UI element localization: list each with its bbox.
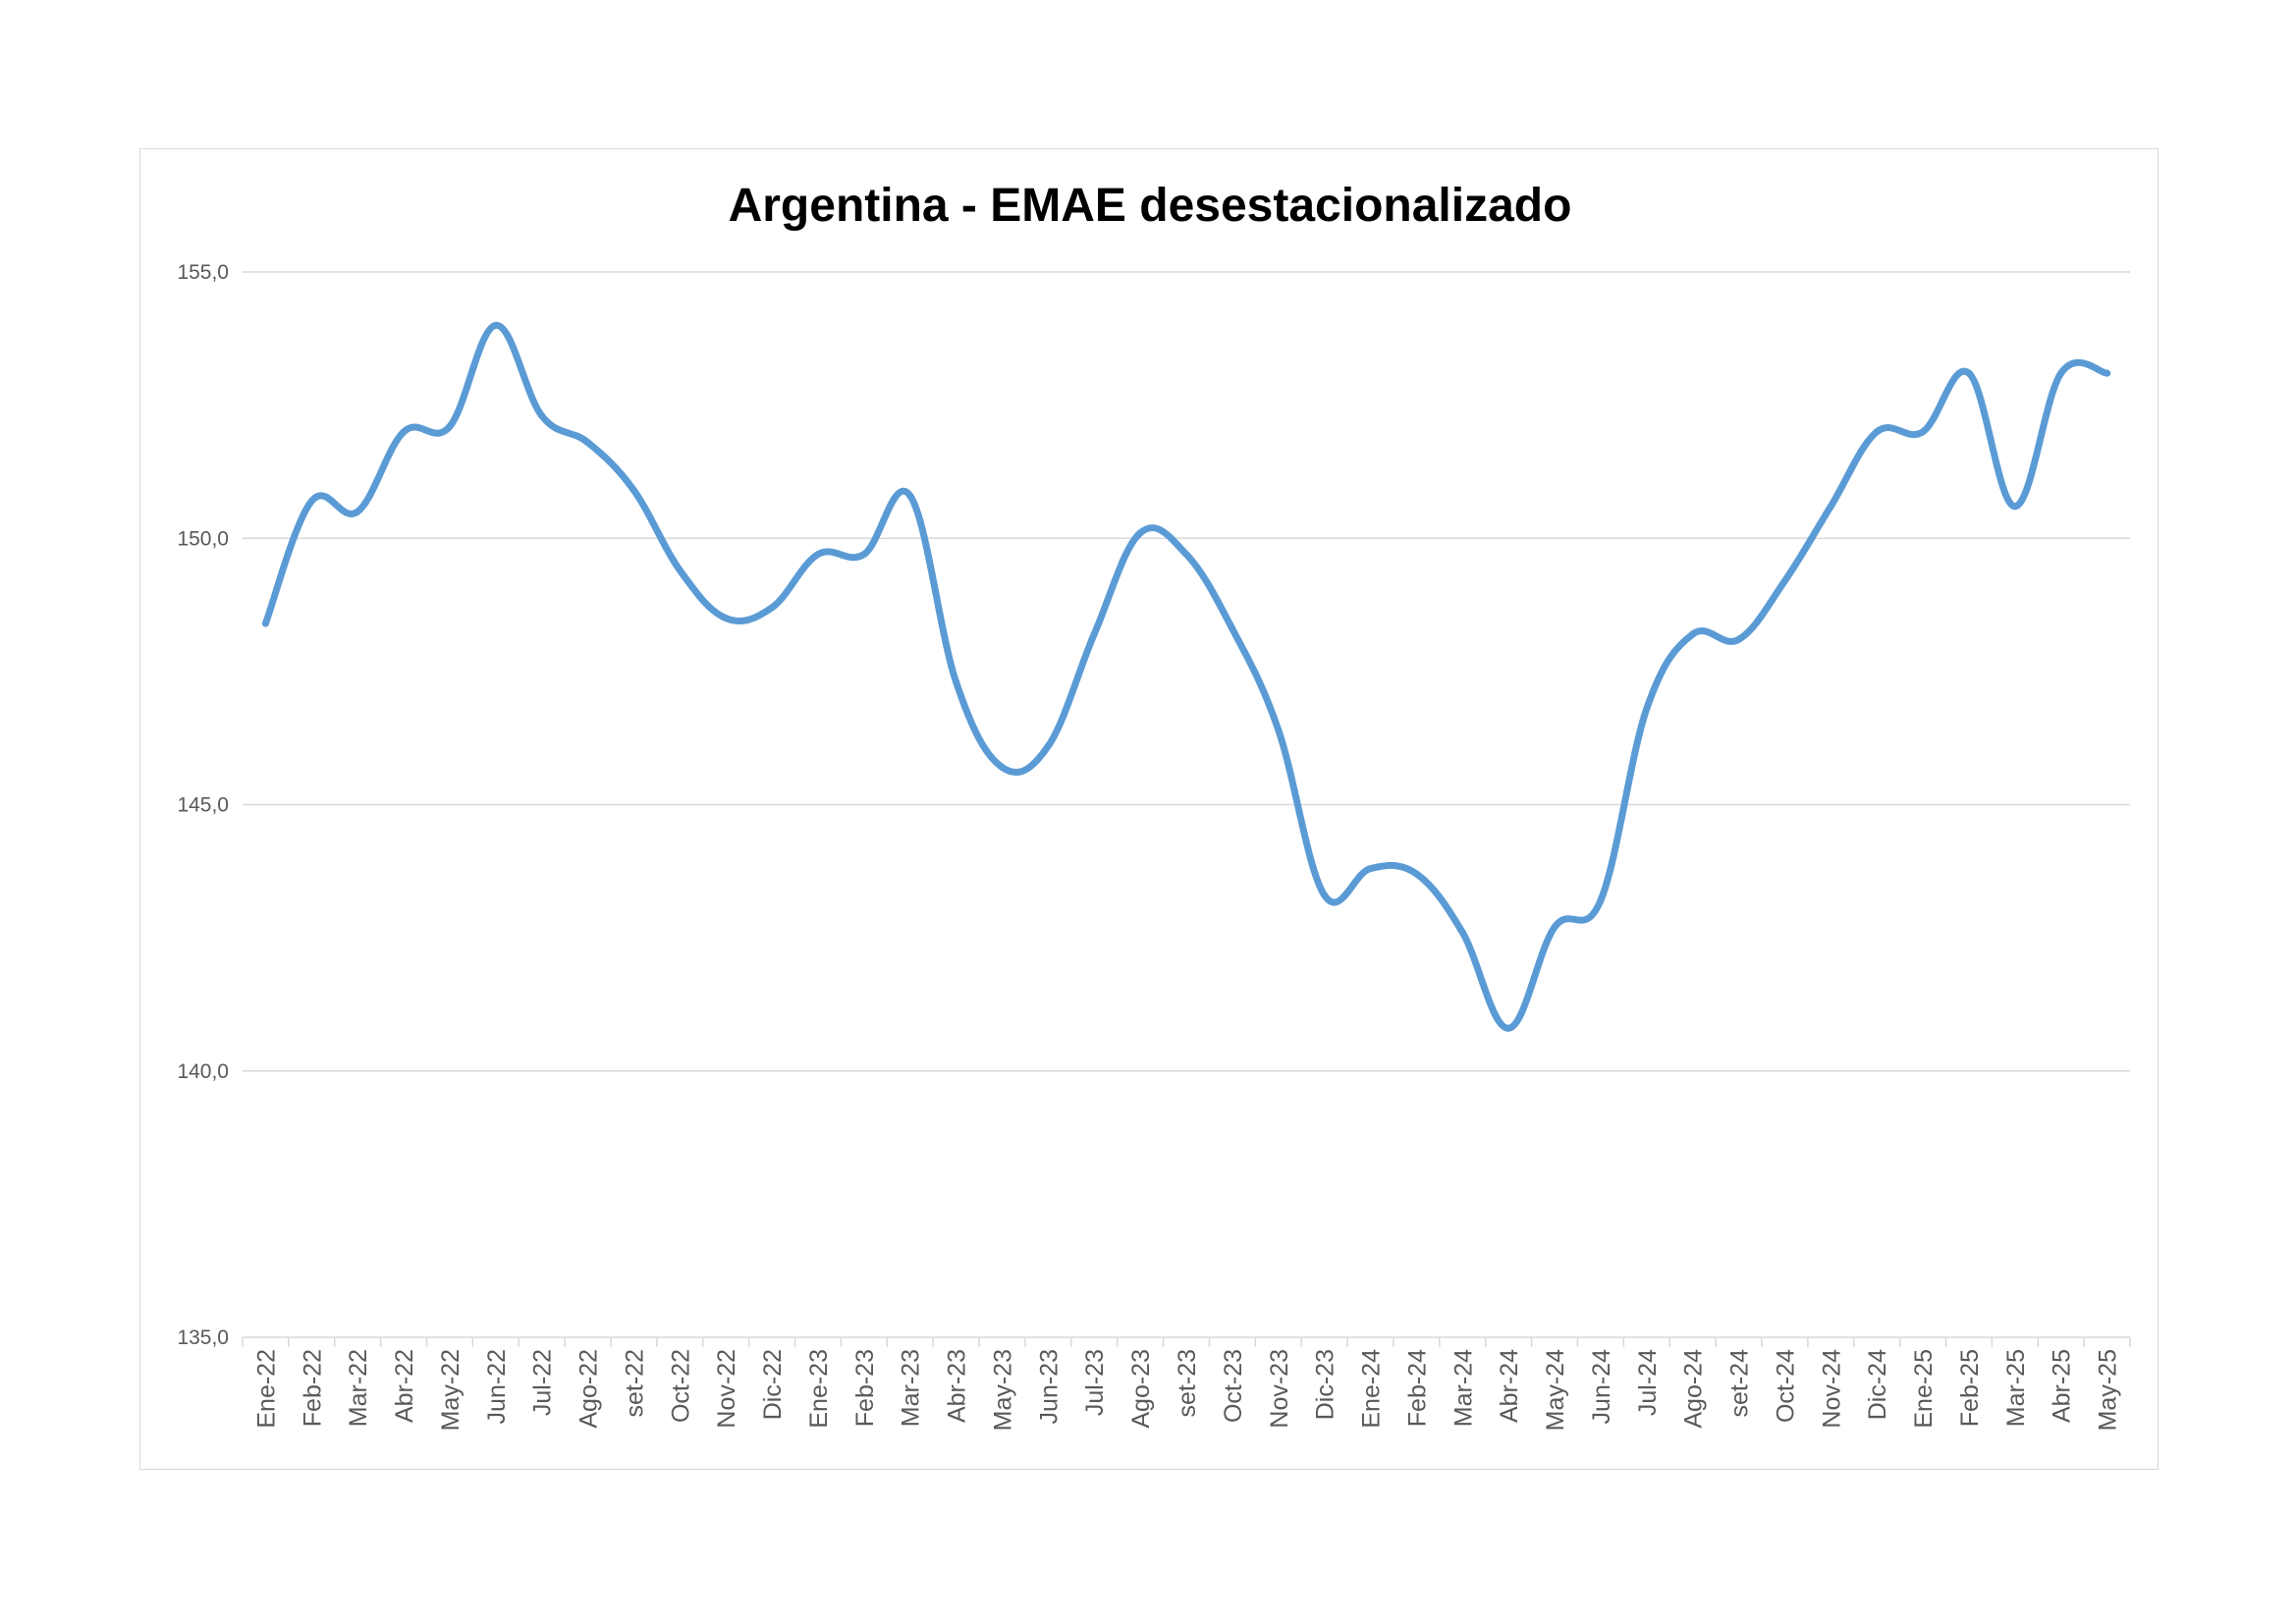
data-point [1275, 727, 1283, 733]
data-point [1090, 630, 1098, 638]
data-point [768, 604, 776, 612]
x-tick-label: Jul-23 [1081, 1349, 1109, 1416]
chart-frame: Argentina - EMAE desestacionalizado 135,… [139, 148, 2159, 1470]
data-point [492, 321, 500, 329]
x-tick-label: Ago-23 [1127, 1349, 1155, 1429]
data-point [676, 567, 683, 574]
x-tick-label: Jul-22 [529, 1349, 557, 1416]
x-tick-label: Feb-23 [851, 1349, 879, 1427]
data-point [1321, 892, 1329, 899]
data-point [1044, 742, 1052, 750]
data-point [722, 615, 730, 622]
data-point [1367, 865, 1374, 873]
x-tick-label: Ene-23 [805, 1349, 833, 1429]
x-tick-label: Mar-22 [345, 1349, 372, 1427]
data-point [860, 551, 868, 558]
x-axis [242, 1336, 2131, 1347]
x-axis-ticks: Ene-22 Feb-22 Mar-22 Abr-22 May-22 Jun-22 Jul-… [252, 1349, 2121, 1431]
data-point [2057, 369, 2065, 377]
data-point [1780, 577, 1788, 585]
chart-svg: Argentina - EMAE desestacionalizado 135,… [177, 180, 2131, 1431]
data-point [446, 422, 454, 430]
x-tick-label: Oct-22 [667, 1349, 694, 1423]
data-point [584, 439, 592, 447]
data-point [906, 492, 914, 500]
x-tick-label: Oct-24 [1772, 1349, 1799, 1423]
data-point [261, 620, 269, 627]
data-point [354, 508, 361, 515]
x-tick-label: Feb-25 [1956, 1349, 1984, 1427]
data-point [1597, 896, 1605, 904]
x-tick-label: Ene-22 [252, 1349, 280, 1429]
x-tick-label: Nov-22 [713, 1349, 740, 1429]
data-point [1827, 503, 1834, 511]
series-line [261, 321, 2111, 1032]
data-point [307, 497, 315, 505]
y-axis-ticks: 135,0 140,0 145,0 150,0 155,0 [177, 261, 229, 1349]
data-point [1643, 705, 1651, 713]
x-tick-label: May-24 [1542, 1349, 1569, 1431]
data-point [400, 428, 408, 436]
gridlines [243, 271, 2130, 1072]
y-tick-label: 145,0 [177, 794, 229, 817]
x-tick-label: Feb-24 [1403, 1349, 1431, 1427]
data-point [1551, 923, 1558, 931]
x-tick-label: Jun-23 [1035, 1349, 1063, 1424]
x-tick-label: Dic-22 [759, 1349, 787, 1420]
x-tick-label: Jun-22 [483, 1349, 511, 1424]
data-point [1504, 1024, 1512, 1032]
x-tick-label: set-23 [1174, 1349, 1201, 1417]
x-tick-label: set-24 [1726, 1349, 1754, 1418]
y-tick-label: 140,0 [177, 1060, 229, 1083]
data-point [2104, 369, 2111, 377]
data-point [1735, 635, 1742, 643]
data-point [1873, 428, 1881, 436]
series-layer [261, 321, 2111, 1032]
x-tick-label: Ago-22 [575, 1349, 603, 1429]
x-tick-label: Mar-25 [2002, 1349, 2030, 1427]
x-tick-label: Jun-24 [1588, 1349, 1615, 1425]
data-point [1689, 630, 1697, 638]
chart-title: Argentina - EMAE desestacionalizado [729, 180, 1572, 232]
y-tick-label: 155,0 [177, 261, 229, 284]
x-tick-label: Mar-23 [898, 1349, 925, 1427]
x-tick-label: set-22 [621, 1349, 648, 1417]
x-tick-label: Dic-24 [1864, 1349, 1891, 1420]
x-tick-label: Abr-23 [944, 1349, 971, 1423]
data-point [630, 486, 637, 494]
data-point [1182, 551, 1190, 558]
x-tick-label: Abr-25 [2049, 1349, 2076, 1423]
data-point [1136, 529, 1144, 537]
data-point [999, 764, 1006, 771]
x-tick-label: Oct-23 [1220, 1349, 1247, 1423]
x-tick-label: Nov-24 [1818, 1349, 1845, 1429]
x-tick-label: Ene-25 [1910, 1349, 1938, 1429]
x-tick-label: May-23 [989, 1349, 1016, 1431]
x-tick-label: Abr-22 [391, 1349, 418, 1423]
data-point [1458, 929, 1466, 937]
x-tick-label: May-22 [437, 1349, 465, 1431]
x-tick-label: Nov-23 [1266, 1349, 1293, 1429]
data-point [814, 551, 822, 558]
data-point [538, 412, 546, 419]
data-point [1919, 428, 1927, 436]
x-tick-label: Abr-24 [1496, 1349, 1523, 1423]
x-tick-label: May-25 [2095, 1349, 2122, 1431]
y-tick-label: 150,0 [177, 527, 229, 550]
x-tick-label: Ene-24 [1358, 1349, 1386, 1429]
x-tick-label: Jul-24 [1634, 1349, 1662, 1416]
data-point [2011, 503, 2019, 511]
x-tick-label: Ago-24 [1680, 1349, 1708, 1429]
data-point [953, 678, 960, 686]
x-tick-label: Dic-23 [1312, 1349, 1339, 1420]
data-point [1229, 625, 1236, 632]
x-tick-label: Mar-24 [1449, 1349, 1477, 1427]
x-tick-label: Feb-22 [299, 1349, 326, 1427]
data-point [1412, 870, 1420, 878]
data-point [1965, 369, 1973, 377]
y-tick-label: 135,0 [177, 1326, 229, 1349]
